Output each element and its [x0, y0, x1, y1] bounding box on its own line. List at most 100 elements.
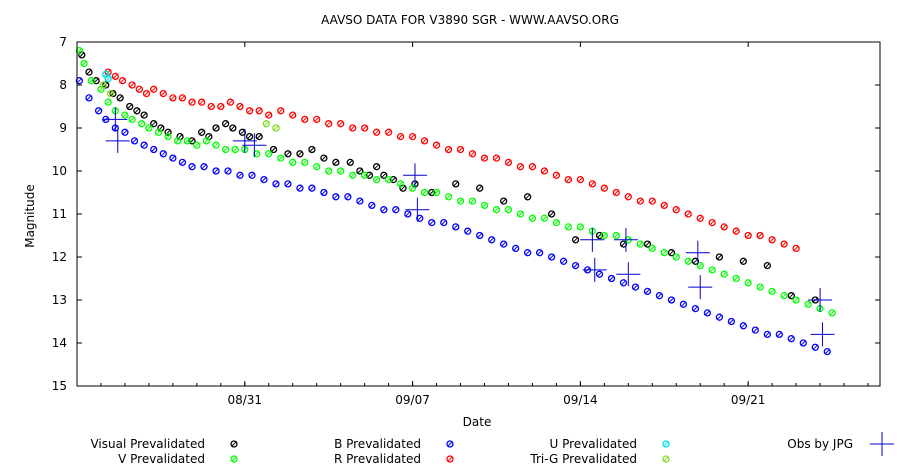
data-point [296, 150, 304, 158]
data-point [207, 102, 215, 111]
data-point [787, 335, 795, 343]
data-point [118, 77, 127, 85]
data-point [488, 236, 496, 244]
data-point [197, 128, 206, 136]
data-point [432, 141, 441, 149]
legend-label: Tri-G Prevalidated [529, 452, 637, 466]
data-point [612, 188, 620, 197]
data-point [516, 163, 525, 171]
data-point [648, 197, 656, 205]
data-point [576, 175, 585, 184]
data-point [384, 128, 393, 136]
data-point [405, 197, 430, 222]
data-point [684, 210, 692, 218]
data-point [452, 180, 460, 188]
legend-label: B Prevalidated [334, 437, 421, 451]
data-point [600, 184, 608, 192]
data-point [104, 74, 112, 83]
data-point [691, 257, 700, 265]
data-point [720, 223, 728, 231]
series-tri-g-prevalidated [99, 81, 280, 132]
data-point [248, 171, 256, 179]
data-point [126, 102, 134, 111]
data-point [128, 81, 136, 89]
data-point [356, 167, 364, 175]
data-point [787, 292, 795, 300]
data-point [500, 240, 508, 248]
data-point [232, 128, 257, 153]
data-point [492, 154, 501, 162]
data-point [80, 59, 88, 68]
data-point [420, 188, 429, 197]
legend-item: B Prevalidated [334, 437, 454, 451]
data-point [372, 163, 381, 171]
data-point [768, 236, 776, 244]
data-point [121, 111, 129, 119]
data-point [559, 257, 568, 265]
chart-title: AAVSO DATA FOR V3890 SGR - WWW.AAVSO.ORG [321, 13, 619, 27]
data-point [708, 266, 716, 274]
data-point [528, 163, 537, 171]
data-point [580, 227, 605, 252]
legend-label: Visual Prevalidated [90, 437, 205, 451]
data-point [360, 124, 369, 132]
data-point [504, 206, 513, 214]
data-point [811, 343, 819, 351]
x-tick-label: 09/14 [563, 393, 598, 407]
series-b-prevalidated [75, 77, 831, 356]
data-point [613, 227, 638, 252]
data-point [320, 188, 328, 197]
data-point [212, 141, 220, 149]
data-point [372, 175, 381, 184]
legend-marker [446, 440, 454, 448]
data-point [780, 292, 788, 300]
data-point [337, 120, 345, 128]
data-point [432, 188, 441, 197]
data-point [768, 287, 776, 296]
data-point [810, 322, 835, 347]
y-tick-label: 15 [52, 379, 67, 393]
data-point [619, 279, 628, 287]
data-point [265, 111, 273, 119]
data-point [236, 171, 244, 179]
data-point [691, 304, 700, 313]
data-point [85, 68, 93, 76]
data-point [104, 98, 112, 106]
data-point [242, 133, 267, 158]
x-tick-label: 09/21 [731, 393, 766, 407]
data-point [301, 158, 309, 167]
data-point [277, 107, 285, 115]
data-point [384, 175, 393, 184]
legend-item: Visual Prevalidated [90, 437, 238, 451]
data-point [547, 210, 556, 218]
series-v-prevalidated [75, 46, 836, 317]
data-point [492, 206, 501, 214]
data-point [564, 223, 573, 231]
data-point [756, 283, 764, 291]
data-point [588, 180, 597, 188]
data-point [389, 175, 398, 184]
data-point [260, 175, 268, 184]
data-point [540, 167, 549, 175]
data-point [468, 197, 477, 205]
data-point [624, 193, 632, 201]
data-point [159, 89, 167, 98]
data-point [320, 154, 328, 162]
data-point [476, 231, 484, 240]
data-point [265, 150, 273, 158]
data-point [356, 197, 364, 205]
data-point [643, 287, 652, 296]
data-point [727, 317, 736, 326]
data-point [804, 300, 812, 308]
data-point [231, 145, 239, 154]
data-point [648, 244, 656, 253]
data-point [368, 201, 376, 210]
data-point [500, 197, 508, 205]
legend-marker [662, 455, 670, 463]
data-point [595, 231, 604, 240]
data-point [169, 154, 177, 162]
legend-marker [662, 440, 670, 448]
data-point [188, 137, 196, 145]
legend-label: V Prevalidated [118, 452, 205, 466]
y-tick-label: 11 [52, 207, 67, 221]
